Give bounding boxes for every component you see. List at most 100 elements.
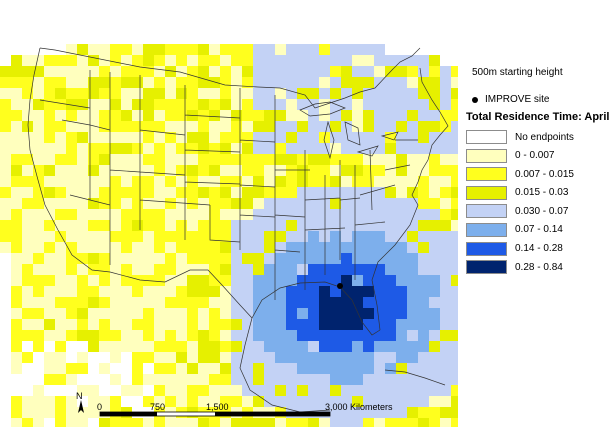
grid-cell	[242, 121, 253, 132]
grid-cell	[22, 55, 33, 66]
grid-cell	[11, 143, 22, 154]
grid-cell	[363, 176, 374, 187]
grid-cell	[11, 264, 22, 275]
grid-cell	[220, 220, 231, 231]
grid-cell	[286, 187, 297, 198]
grid-cell	[0, 176, 11, 187]
grid-cell	[165, 242, 176, 253]
grid-cell	[209, 77, 220, 88]
grid-cell	[319, 264, 330, 275]
grid-cell	[198, 385, 209, 396]
grid-cell	[165, 264, 176, 275]
grid-cell	[231, 198, 242, 209]
grid-cell	[143, 319, 154, 330]
grid-cell	[55, 88, 66, 99]
grid-cell	[154, 242, 165, 253]
grid-cell	[396, 55, 407, 66]
grid-cell	[66, 308, 77, 319]
grid-cell	[187, 66, 198, 77]
grid-cell	[440, 132, 451, 143]
grid-cell	[22, 209, 33, 220]
grid-cell	[286, 286, 297, 297]
grid-cell	[220, 385, 231, 396]
grid-cell	[187, 341, 198, 352]
grid-cell	[440, 253, 451, 264]
grid-cell	[363, 330, 374, 341]
grid-cell	[341, 143, 352, 154]
grid-cell	[418, 363, 429, 374]
grid-cell	[22, 418, 33, 427]
grid-cell	[154, 220, 165, 231]
grid-cell	[385, 374, 396, 385]
grid-cell	[77, 330, 88, 341]
grid-cell	[231, 319, 242, 330]
grid-cell	[209, 341, 220, 352]
grid-cell	[308, 297, 319, 308]
improve-site-marker[interactable]	[337, 283, 343, 289]
grid-cell	[319, 198, 330, 209]
grid-cell	[55, 264, 66, 275]
grid-cell	[132, 187, 143, 198]
grid-cell	[198, 198, 209, 209]
grid-cell	[165, 66, 176, 77]
grid-cell	[407, 132, 418, 143]
grid-cell	[330, 231, 341, 242]
grid-cell	[33, 154, 44, 165]
map-panel[interactable]: N 0 750 1,500 3,000 Kilometers	[0, 0, 458, 427]
grid-cell	[66, 363, 77, 374]
grid-cell	[352, 231, 363, 242]
grid-cell	[231, 209, 242, 220]
grid-cell	[55, 319, 66, 330]
grid-cell	[0, 132, 11, 143]
grid-cell	[253, 165, 264, 176]
grid-cell	[231, 396, 242, 407]
grid-cell	[154, 66, 165, 77]
grid-cell	[440, 209, 451, 220]
grid-cell	[44, 55, 55, 66]
grid-cell	[143, 242, 154, 253]
grid-cell	[143, 374, 154, 385]
grid-cell	[220, 341, 231, 352]
grid-cell	[209, 319, 220, 330]
grid-cell	[187, 88, 198, 99]
grid-cell	[165, 330, 176, 341]
grid-cell	[198, 319, 209, 330]
grid-cell	[11, 88, 22, 99]
grid-cell	[165, 154, 176, 165]
grid-cell	[264, 66, 275, 77]
grid-cell	[121, 275, 132, 286]
grid-cell	[264, 363, 275, 374]
grid-cell	[55, 143, 66, 154]
grid-cell	[253, 352, 264, 363]
grid-cell	[440, 396, 451, 407]
grid-cell	[22, 66, 33, 77]
grid-cell	[374, 374, 385, 385]
grid-cell	[121, 176, 132, 187]
grid-cell	[77, 297, 88, 308]
grid-cell	[308, 253, 319, 264]
grid-cell	[33, 66, 44, 77]
grid-cell	[253, 418, 264, 427]
grid-cell	[429, 121, 440, 132]
grid-cell	[187, 319, 198, 330]
grid-cell	[242, 352, 253, 363]
grid-cell	[352, 88, 363, 99]
grid-cell	[385, 231, 396, 242]
grid-cell	[297, 341, 308, 352]
grid-cell	[374, 198, 385, 209]
grid-cell	[363, 396, 374, 407]
grid-cell	[308, 220, 319, 231]
grid-cell	[352, 242, 363, 253]
grid-cell	[198, 330, 209, 341]
grid-cell	[286, 374, 297, 385]
grid-cell	[341, 308, 352, 319]
grid-cell	[418, 110, 429, 121]
grid-cell	[55, 66, 66, 77]
grid-cell	[330, 55, 341, 66]
grid-cell	[176, 363, 187, 374]
grid-cell	[396, 319, 407, 330]
grid-cell	[55, 209, 66, 220]
grid-cell	[352, 132, 363, 143]
grid-cell	[110, 286, 121, 297]
grid-cell	[429, 154, 440, 165]
